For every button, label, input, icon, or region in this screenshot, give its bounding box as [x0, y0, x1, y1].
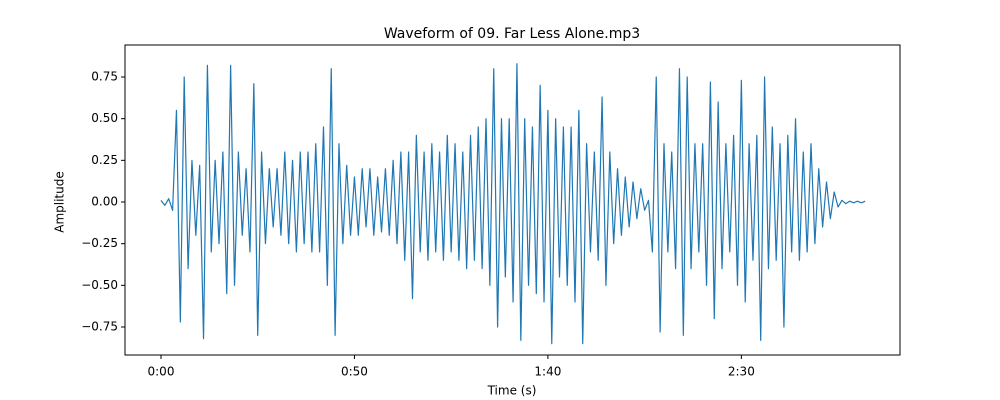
y-tick-label: 0.50: [91, 111, 118, 125]
y-tick-label: 0.00: [91, 195, 118, 209]
y-tick-label: 0.25: [91, 153, 118, 167]
y-tick-label: −0.25: [81, 236, 118, 250]
y-tick-label: −0.50: [81, 278, 118, 292]
waveform-line: [160, 63, 866, 345]
y-axis-label: Amplitude: [53, 171, 67, 233]
x-tick-label: 0:50: [341, 365, 368, 379]
x-tick-label: 1:40: [534, 365, 561, 379]
x-tick-label: 2:30: [728, 365, 755, 379]
chart-title: Waveform of 09. Far Less Alone.mp3: [384, 26, 640, 42]
y-tick-label: 0.75: [91, 70, 118, 84]
plot-frame: [124, 44, 901, 356]
x-axis-label: Time (s): [487, 384, 537, 398]
y-tick-label: −0.75: [81, 320, 118, 334]
x-tick-label: 0:00: [148, 365, 175, 379]
